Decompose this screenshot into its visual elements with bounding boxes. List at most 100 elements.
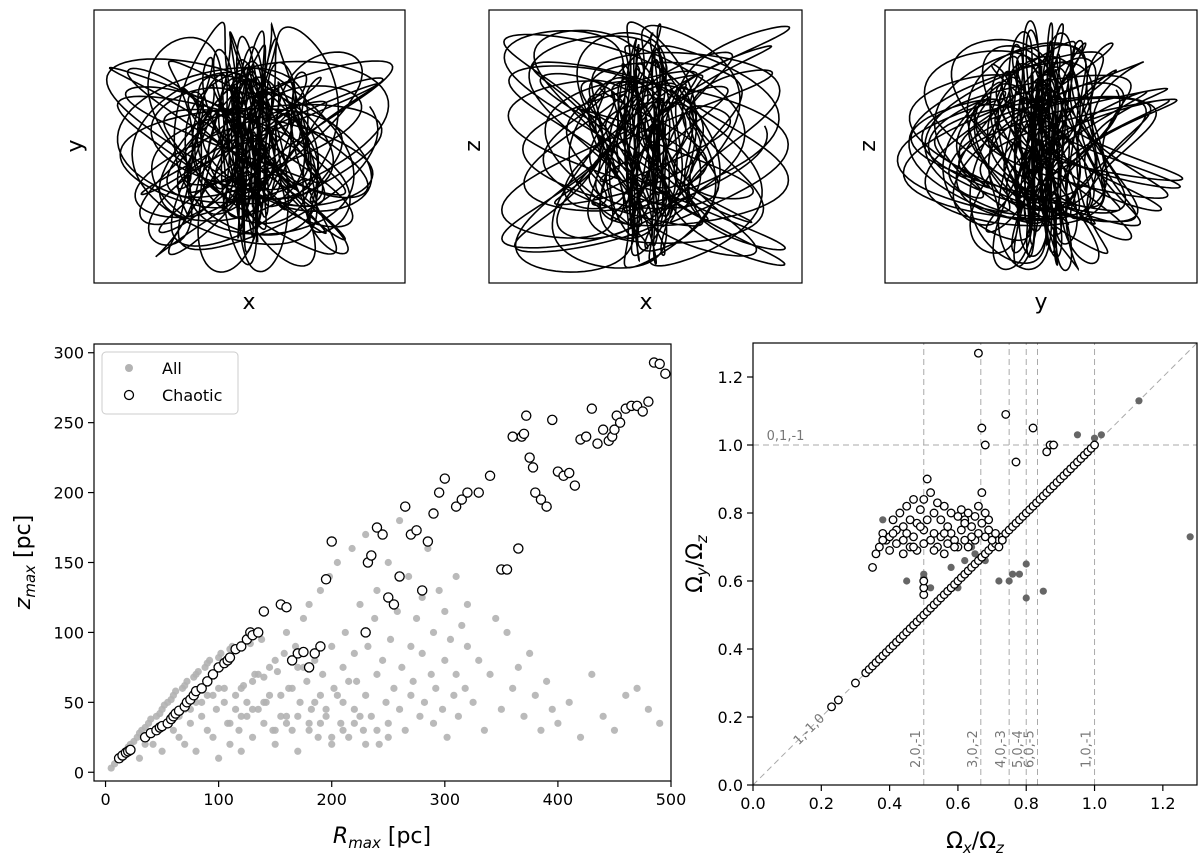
all-point [429,719,438,727]
orbit-xz-frame [488,9,803,284]
regular-point [1090,434,1099,442]
chaotic-point [888,528,898,538]
all-point [328,740,336,748]
all-point [656,719,664,727]
all-point [254,670,262,678]
all-point [416,712,424,720]
all-point [231,705,240,713]
chaotic-point [895,508,905,518]
all-point [407,691,415,699]
all-point [220,698,228,706]
chaotic-point [428,508,439,519]
chaotic-point [943,539,953,549]
all-point [186,719,194,727]
all-point [633,684,641,692]
orbit-xy-trajectory [105,21,394,273]
chaotic-point [1011,457,1021,467]
orbit-xz-path [500,21,791,273]
all-point [337,719,345,727]
all-point [273,667,282,676]
orbit-yz-frame [884,9,1198,284]
all-point [319,670,327,678]
all-point [333,558,341,567]
chaotic-point [535,494,547,505]
all-point [393,607,401,616]
chaotic-point [484,470,496,482]
all-point [235,726,243,734]
all-point [395,516,404,525]
chaotic-point [597,424,609,435]
resonance-vertical-label: 5,0,-4 [1011,730,1026,768]
all-point [169,726,177,734]
regular-point [1022,560,1030,568]
xlabel-unit: [pc] [381,824,431,849]
resonance-vertical-label: 6,0,-5 [1023,730,1038,768]
chaotic-point [973,528,983,538]
chaotic-point [320,574,332,585]
all-point [305,719,313,727]
y-tick-label: 1.2 [718,368,743,387]
all-point [311,698,319,706]
chaotic-point [919,494,929,504]
ylabel-sub: max [21,565,39,598]
x-tick-label: 0.0 [740,794,765,813]
chaotic-point [654,358,665,370]
chaotic-point [977,488,987,498]
chaotic-point [456,494,468,505]
resonance-vertical-label: 3,0,-2 [966,730,981,768]
chaotic-point [827,702,837,712]
all-point [172,687,180,695]
all-point [339,698,347,706]
x-tick-label: 0.4 [877,794,902,813]
all-point [209,691,217,699]
resonance-vertical-label: 2,0,-1 [909,730,924,768]
resonance-horizontal-label: 0,1,-1 [767,429,805,444]
all-point [237,747,245,755]
all-point [299,614,308,623]
frequency-map-xlabel: Ωx/Ωz [946,829,1005,857]
all-point [271,740,279,748]
all-point [205,656,214,664]
fy-sub1: y [693,566,711,577]
x-tick-label: 0.2 [809,794,834,813]
rmax-zmax-xlabel: Rmax [pc] [333,824,431,852]
all-point [531,691,539,699]
all-point [469,698,477,706]
chaotic-point [956,525,966,535]
all-point [542,677,551,685]
chaotic-point [252,627,264,638]
all-point [149,740,157,748]
all-point [364,642,372,651]
chaotic-point [371,522,383,533]
y-tick-label: 1.0 [718,436,743,455]
all-point [424,544,432,553]
all-point [314,733,322,741]
frequency-map-points [827,348,1194,712]
chaotic-point [970,511,980,521]
regular-point [961,557,969,565]
y-tick-label: 0.6 [718,572,743,591]
all-point [322,705,330,713]
chaotic-point [980,440,990,450]
all-point [226,719,234,727]
chaotic-point [450,501,462,512]
chaotic-point [953,511,963,521]
chaotic-point [609,424,620,435]
chaotic-point [902,501,912,511]
rmax-zmax-legend: All Chaotic [101,351,239,415]
chaotic-point [905,515,915,525]
chaotic-point [202,676,213,687]
all-point [362,691,370,699]
regular-point [920,570,928,578]
chaotic-point [388,599,400,610]
chaotic-point [922,474,932,484]
all-point [379,656,387,664]
legend-all-marker [125,364,133,372]
chaotic-point [377,529,388,540]
orbit-yz-panel: y z [856,9,1198,315]
orbit-yz-ylabel: z [856,140,881,152]
y-tick-label: 0.4 [718,640,743,659]
all-point [328,642,336,651]
chaotic-point [563,467,575,479]
